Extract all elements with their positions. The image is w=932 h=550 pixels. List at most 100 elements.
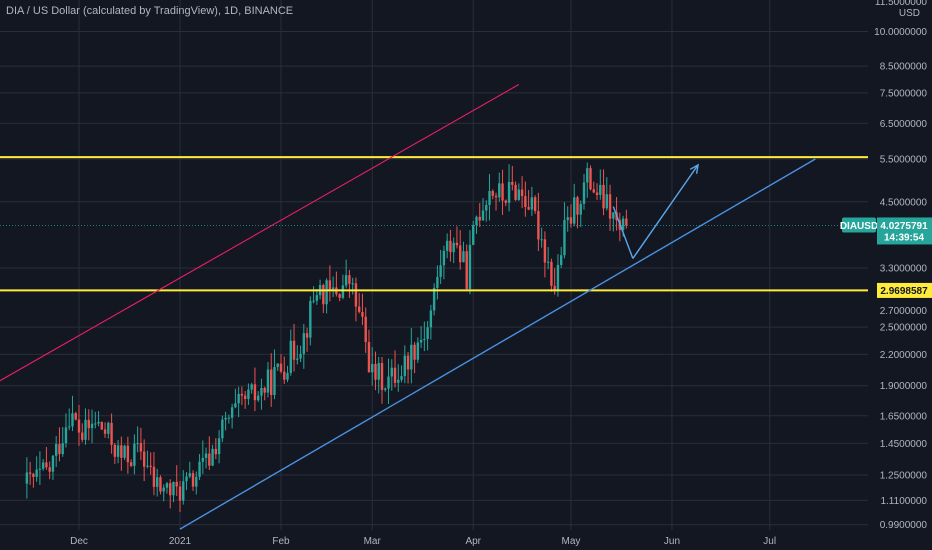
price-axis[interactable] xyxy=(868,0,932,550)
projection-arrow-down[interactable] xyxy=(612,206,634,259)
candle-body xyxy=(305,333,309,338)
candle-body xyxy=(449,240,452,253)
candle-body xyxy=(28,472,32,474)
drawings xyxy=(0,84,868,530)
candle-body xyxy=(175,481,178,487)
candle-body xyxy=(113,444,117,457)
candle-body xyxy=(553,285,556,292)
candle-body xyxy=(227,417,231,419)
candle-body xyxy=(276,363,279,368)
y-tick-label: 0.9900000 xyxy=(880,520,928,531)
candle-body xyxy=(188,473,191,477)
candle-body xyxy=(198,461,201,477)
candle-body xyxy=(299,353,302,359)
candle-body xyxy=(107,422,110,434)
candle-body xyxy=(472,225,475,245)
candle-body xyxy=(582,182,586,204)
channel-upper-line[interactable] xyxy=(0,84,520,391)
candle-body xyxy=(45,462,48,468)
candle-body xyxy=(54,444,58,456)
candle-body xyxy=(214,448,218,455)
candle-body xyxy=(556,264,560,292)
candle-body xyxy=(322,285,325,305)
candle-body xyxy=(139,443,143,452)
candle-body xyxy=(488,190,491,206)
x-tick-label: Feb xyxy=(272,536,290,547)
candle-body xyxy=(416,342,420,360)
candle-body xyxy=(478,216,481,221)
candle-body xyxy=(211,448,214,466)
candle-body xyxy=(292,340,296,360)
time-axis-labels: Dec 2021 Feb Mar Apr May Jun Jul xyxy=(70,536,776,547)
candle-body xyxy=(123,445,126,458)
candle-body xyxy=(71,413,74,427)
candle-body xyxy=(178,486,182,501)
candle-body xyxy=(68,426,71,428)
y-tick-label: 8.5000000 xyxy=(880,62,928,73)
candle-body xyxy=(309,300,312,338)
candle-body xyxy=(260,387,263,396)
x-tick-label: Mar xyxy=(364,536,382,547)
candle-body xyxy=(468,244,472,289)
candle-body xyxy=(87,419,90,429)
candle-body xyxy=(423,339,426,341)
candle-body xyxy=(455,242,459,246)
level-price-tag xyxy=(877,282,932,298)
candle-body xyxy=(390,367,393,377)
candle-body xyxy=(566,217,569,221)
candle-body xyxy=(195,476,198,487)
candle-body xyxy=(374,363,377,380)
y-tick-label: 2.5000000 xyxy=(880,323,928,334)
last-price-tag xyxy=(877,217,932,245)
candle-body xyxy=(533,197,537,212)
candle-body xyxy=(589,168,592,190)
candle-body xyxy=(289,340,292,373)
candle-body xyxy=(576,197,579,215)
candle-body xyxy=(51,455,55,472)
candle-body xyxy=(338,294,341,298)
x-tick-label: Dec xyxy=(70,536,88,547)
candle-body xyxy=(413,344,416,360)
candle-body xyxy=(429,310,433,328)
candle-body xyxy=(621,218,625,230)
candle-body xyxy=(266,369,270,393)
candle-body xyxy=(61,443,64,455)
candle-body xyxy=(201,457,205,462)
candle-body xyxy=(182,481,185,501)
candle-body xyxy=(569,217,573,224)
candle-body xyxy=(540,239,543,241)
y-tick-label: 1.9000000 xyxy=(880,381,928,392)
candle-body xyxy=(185,476,188,482)
support-trendline[interactable] xyxy=(179,158,816,530)
candle-body xyxy=(393,367,397,383)
candle-body xyxy=(240,393,244,396)
candle-body xyxy=(599,184,602,195)
candle-body xyxy=(90,423,94,429)
candle-body xyxy=(74,413,77,420)
candles xyxy=(25,162,628,513)
candle-body xyxy=(253,384,257,401)
candle-body xyxy=(458,245,462,263)
candle-body xyxy=(279,363,283,372)
candle-body xyxy=(250,384,253,390)
x-tick-label: Apr xyxy=(465,536,481,547)
candle-body xyxy=(230,407,234,418)
candle-body xyxy=(159,477,162,492)
projection-arrow-up[interactable] xyxy=(632,164,699,259)
candle-body xyxy=(494,195,498,198)
candle-body xyxy=(217,438,221,455)
candle-body xyxy=(41,462,45,469)
y-tick-label: 1.4500000 xyxy=(880,439,928,450)
y-tick-label: 1.1100000 xyxy=(880,496,927,507)
candle-body xyxy=(325,280,328,305)
candle-body xyxy=(367,342,371,373)
candle-body xyxy=(286,372,289,380)
candle-body xyxy=(155,477,159,487)
candle-body xyxy=(142,451,146,467)
candle-body xyxy=(602,184,605,209)
candle-body xyxy=(270,369,273,395)
candle-body xyxy=(172,481,175,496)
candle-body xyxy=(504,200,508,203)
